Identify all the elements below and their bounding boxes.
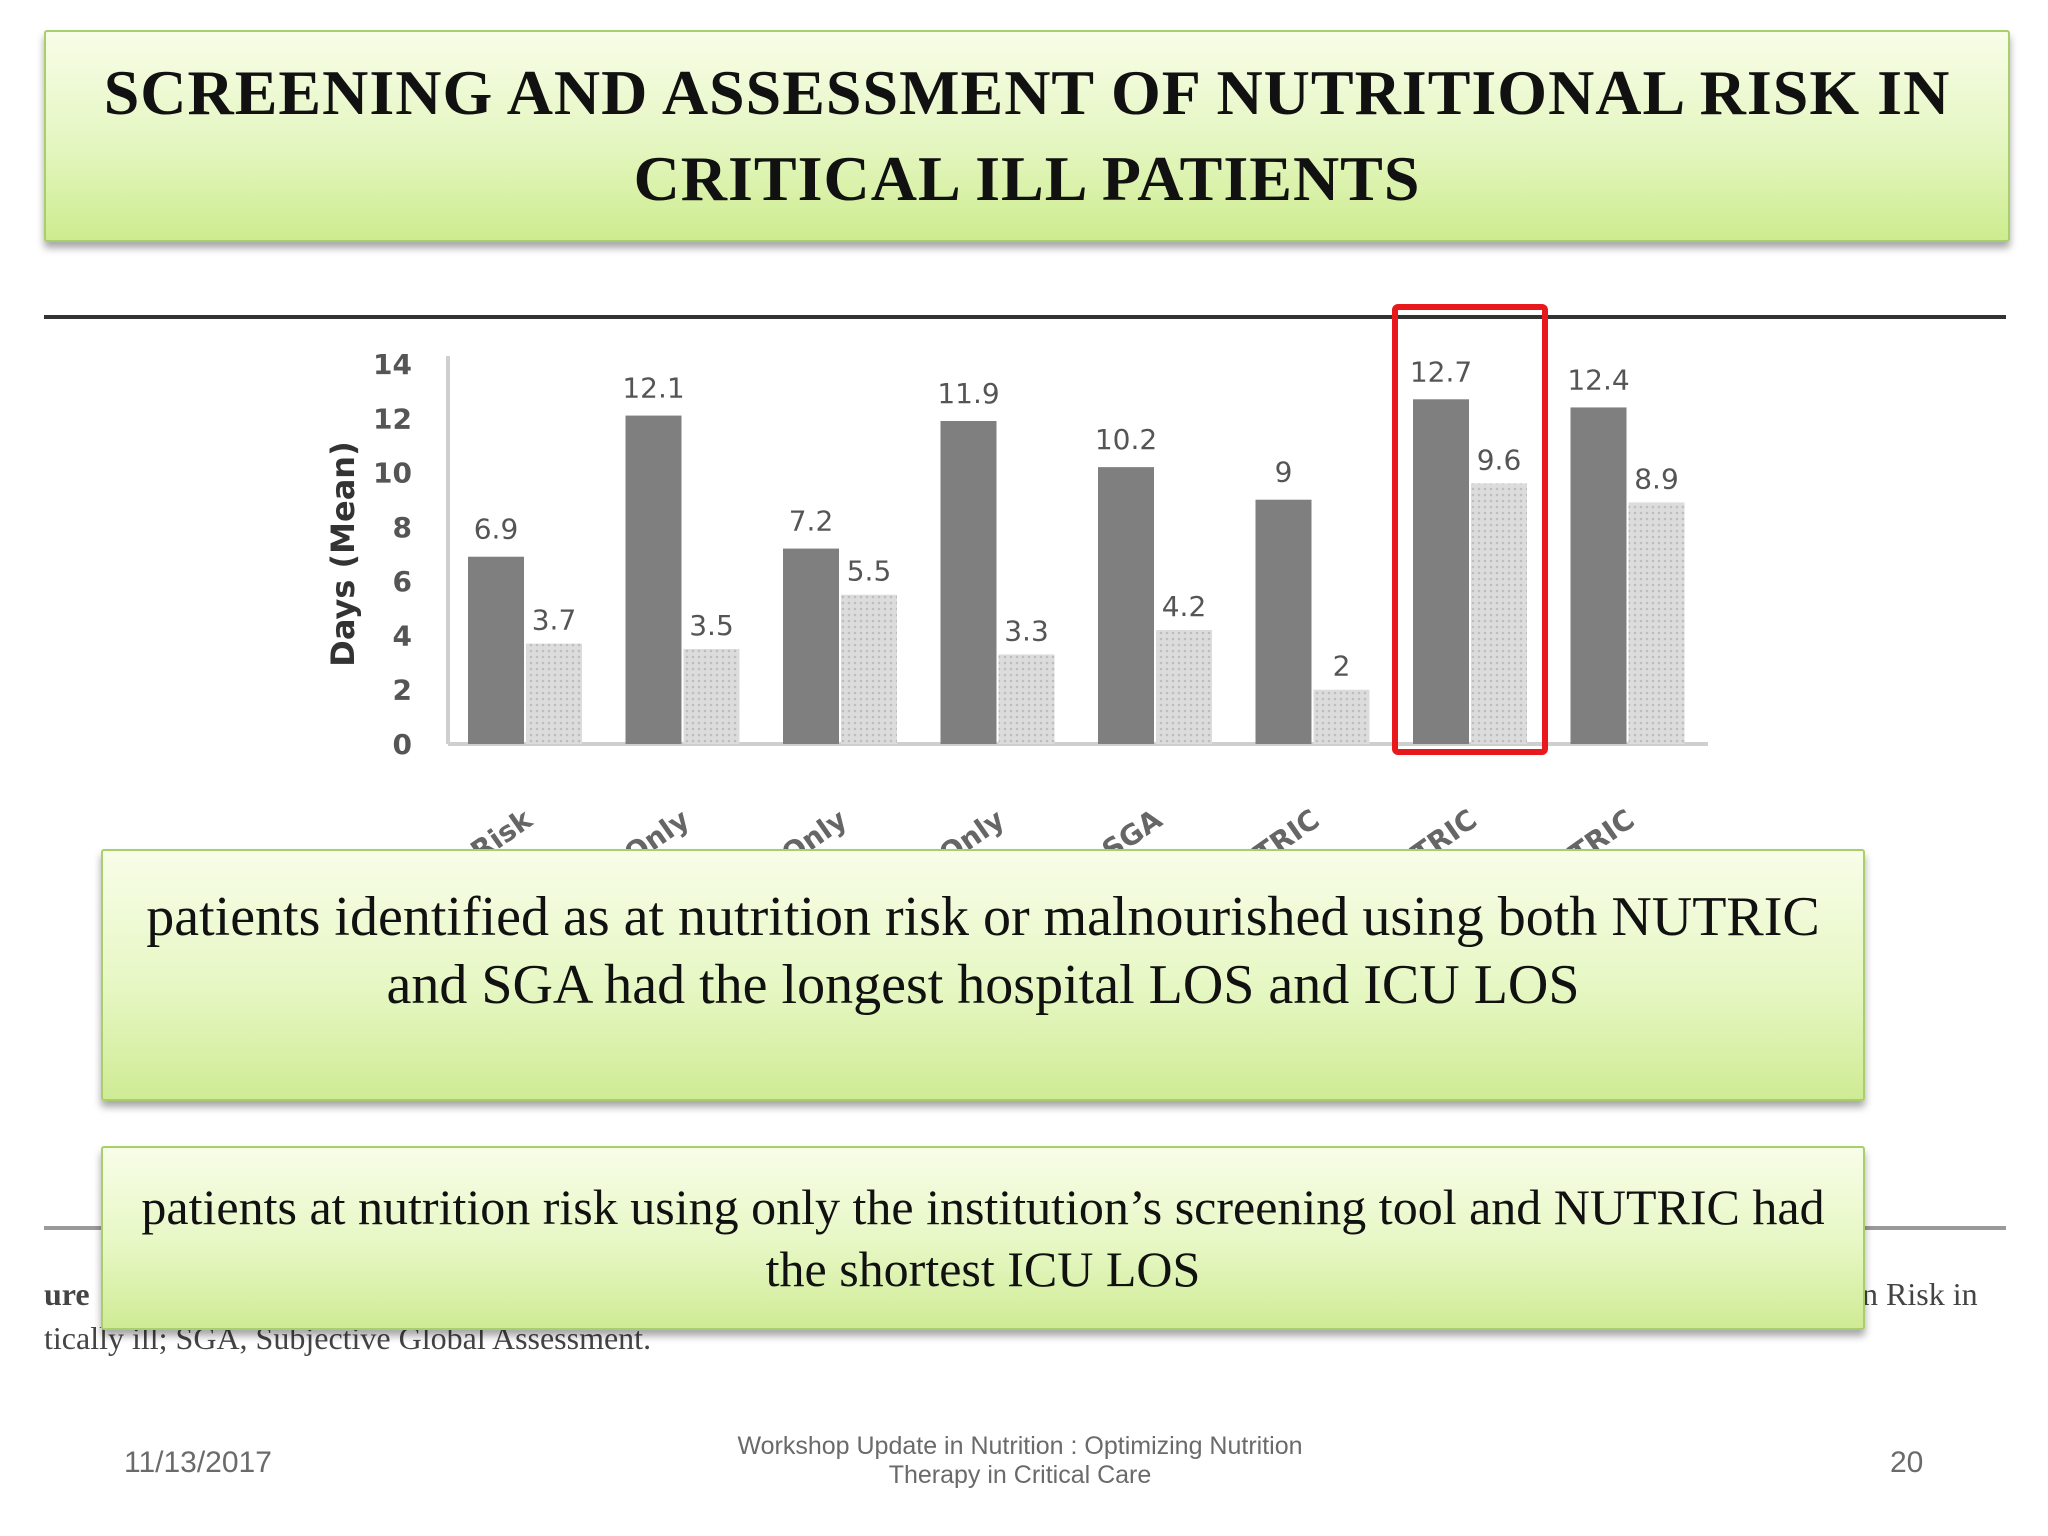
bar-series-2	[1156, 630, 1212, 744]
footer-page-number: 20	[1890, 1446, 1924, 1479]
y-tick-label: 8	[393, 511, 412, 544]
footer-center: Workshop Update in Nutrition : Optimizin…	[737, 1432, 1303, 1489]
data-label-series-1: 7.2	[789, 505, 834, 538]
slide-title: SCREENING AND ASSESSMENT OF NUTRITIONAL …	[103, 57, 1951, 214]
bar-series-1	[1413, 399, 1469, 744]
data-label-series-1: 10.2	[1095, 423, 1157, 456]
data-label-series-1: 12.7	[1410, 355, 1472, 388]
data-label-series-1: 12.1	[622, 372, 684, 405]
figure-top-rule	[44, 315, 2006, 319]
data-label-series-1: 9	[1275, 456, 1293, 489]
bar-series-2	[998, 654, 1055, 744]
y-tick-label: 0	[393, 728, 412, 761]
callout-shortest-icu-los: patients at nutrition risk using only th…	[101, 1146, 1865, 1330]
y-tick-label: 2	[393, 674, 412, 707]
data-label-series-2: 2	[1333, 650, 1351, 683]
y-axis-title: Days (Mean)	[324, 441, 362, 666]
data-label-series-2: 9.6	[1477, 443, 1522, 476]
data-label-series-1: 11.9	[937, 377, 999, 410]
data-label-series-2: 3.3	[1004, 614, 1049, 647]
y-tick-label: 10	[373, 457, 412, 490]
title-box: SCREENING AND ASSESSMENT OF NUTRITIONAL …	[44, 30, 2010, 242]
callout-longest-los: patients identified as at nutrition risk…	[101, 849, 1865, 1101]
bar-series-1	[1255, 499, 1312, 744]
caption-left-fragment: ure	[44, 1276, 90, 1312]
y-tick-label: 14	[373, 348, 412, 381]
bar-series-1	[1098, 467, 1154, 744]
callout-longest-los-text: patients identified as at nutrition risk…	[146, 886, 1820, 1016]
bar-series-2	[1471, 483, 1527, 744]
data-label-series-2: 3.7	[532, 604, 577, 637]
bar-series-2	[841, 594, 897, 744]
data-label-series-2: 4.2	[1162, 590, 1207, 623]
highlight-box	[1392, 304, 1548, 755]
bar-series-2	[526, 643, 582, 744]
bar-series-1	[940, 421, 997, 744]
bar-series-2	[683, 649, 740, 744]
bar-series-1	[1570, 407, 1627, 744]
data-label-series-2: 5.5	[847, 555, 892, 588]
data-label-series-1: 6.9	[474, 513, 519, 546]
data-label-series-1: 12.4	[1567, 363, 1629, 396]
bar-series-1	[783, 548, 839, 744]
data-label-series-2: 8.9	[1634, 462, 1679, 495]
callout-shortest-icu-los-text: patients at nutrition risk using only th…	[141, 1179, 1825, 1297]
caption-right-fragment: n Risk in	[1862, 1276, 1978, 1312]
footer-date: 11/13/2017	[124, 1446, 272, 1479]
data-label-series-2: 3.5	[689, 609, 734, 642]
bar-series-1	[468, 556, 524, 744]
y-tick-label: 12	[373, 402, 412, 435]
y-tick-label: 4	[393, 619, 412, 652]
y-tick-label: 6	[393, 565, 412, 598]
bar-series-2	[1313, 689, 1370, 744]
bar-series-1	[625, 415, 682, 744]
bar-series-2	[1628, 502, 1685, 744]
